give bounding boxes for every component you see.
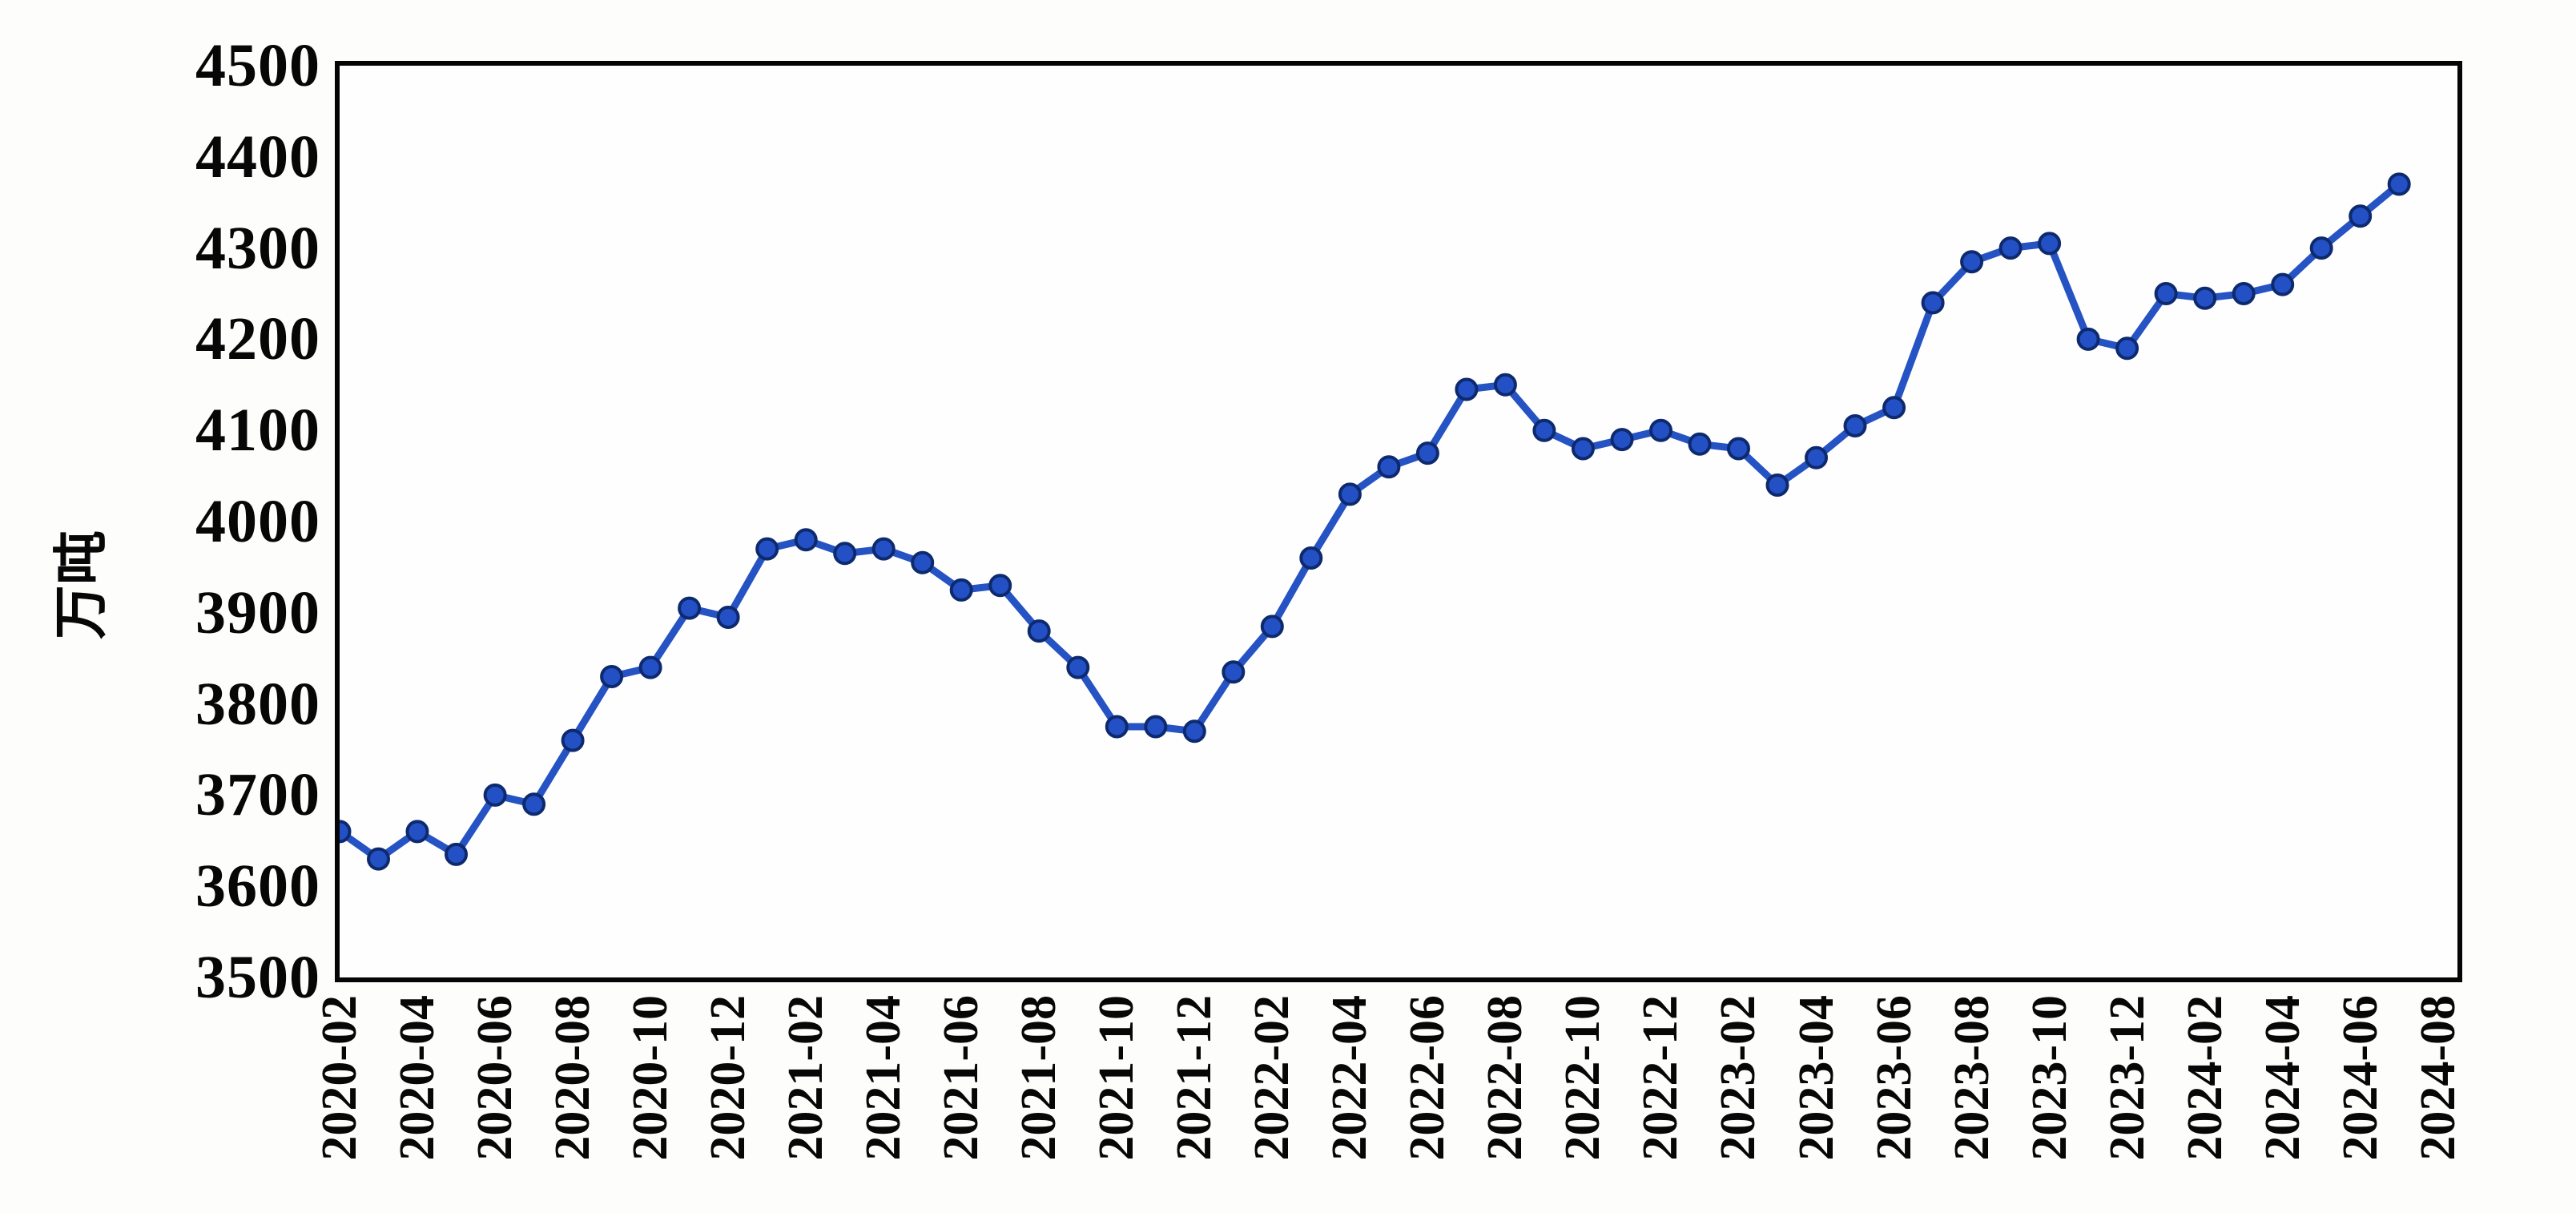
plot-area xyxy=(335,61,2462,982)
x-tick-label: 2023-12 xyxy=(2099,995,2155,1161)
data-point-marker xyxy=(1260,615,1284,639)
data-point-marker xyxy=(1066,655,1090,679)
data-point-marker xyxy=(1882,396,1906,420)
x-tick-label: 2021-10 xyxy=(1089,995,1145,1161)
y-tick-label: 4000 xyxy=(195,488,320,555)
y-tick-label: 4300 xyxy=(195,214,320,282)
x-tick-label: 2021-06 xyxy=(934,995,989,1161)
data-point-marker xyxy=(1960,250,1984,274)
y-tick-label: 3500 xyxy=(195,944,320,1011)
data-point-marker xyxy=(1182,719,1206,744)
x-tick-label: 2020-08 xyxy=(545,995,601,1161)
data-point-marker xyxy=(2115,336,2139,361)
y-tick-label: 4100 xyxy=(195,397,320,465)
x-tick-label: 2020-12 xyxy=(701,995,756,1161)
data-point-marker xyxy=(2193,286,2217,310)
y-tick-label: 4500 xyxy=(195,32,320,99)
chart-plot-svg xyxy=(340,172,2411,871)
data-point-marker xyxy=(638,655,662,679)
data-point-marker xyxy=(2271,272,2295,296)
data-point-marker xyxy=(2387,172,2411,196)
x-tick-label: 2024-06 xyxy=(2332,995,2388,1161)
data-point-marker xyxy=(1688,432,1712,456)
x-tick-label: 2021-04 xyxy=(856,995,912,1161)
data-point-marker xyxy=(1610,428,1634,452)
data-line xyxy=(340,180,2403,863)
data-point-marker xyxy=(1727,437,1750,461)
y-tick-label: 3600 xyxy=(195,852,320,921)
x-tick-label: 2023-06 xyxy=(1866,995,1922,1161)
y-tick-label: 3800 xyxy=(195,670,320,738)
data-point-marker xyxy=(522,792,546,816)
data-point-marker xyxy=(1493,373,1517,397)
x-tick-label: 2022-04 xyxy=(1322,995,1378,1161)
data-point-marker xyxy=(561,728,585,752)
data-point-marker xyxy=(1027,619,1051,643)
x-tick-label: 2022-06 xyxy=(1400,995,1455,1161)
data-point-marker xyxy=(340,820,352,844)
data-point-marker xyxy=(911,550,935,574)
data-point-marker xyxy=(1299,546,1323,570)
data-point-marker xyxy=(1144,715,1168,739)
data-point-marker xyxy=(755,537,779,561)
data-point-marker xyxy=(794,528,818,552)
y-tick-label: 4200 xyxy=(195,305,320,373)
data-point-marker xyxy=(2154,282,2178,305)
data-point-marker xyxy=(405,820,429,844)
x-tick-label: 2022-10 xyxy=(1556,995,1611,1161)
x-tick-label: 2022-08 xyxy=(1478,995,1533,1161)
x-tick-label: 2024-02 xyxy=(2177,995,2232,1161)
data-point-marker xyxy=(600,665,624,688)
data-point-marker xyxy=(871,537,896,561)
x-tick-label: 2023-08 xyxy=(1944,995,1999,1161)
x-tick-label: 2024-08 xyxy=(2410,995,2465,1161)
x-tick-label: 2020-06 xyxy=(468,995,523,1161)
data-point-marker xyxy=(1455,377,1479,401)
data-point-marker xyxy=(1222,660,1246,684)
x-tick-label: 2021-02 xyxy=(779,995,834,1161)
x-tick-label: 2022-12 xyxy=(1633,995,1688,1161)
data-point-marker xyxy=(1649,418,1672,442)
data-point-marker xyxy=(1805,445,1828,469)
x-tick-label: 2023-10 xyxy=(2022,995,2077,1161)
data-point-marker xyxy=(2349,204,2373,228)
data-point-marker xyxy=(833,542,857,566)
data-point-marker xyxy=(1377,455,1401,479)
data-point-marker xyxy=(445,842,468,866)
data-point-marker xyxy=(678,596,702,620)
data-point-marker xyxy=(988,574,1012,598)
y-tick-label: 3900 xyxy=(195,578,320,647)
data-point-marker xyxy=(1338,482,1362,506)
x-tick-label: 2021-08 xyxy=(1012,995,1067,1161)
data-point-marker xyxy=(2038,232,2062,256)
x-tick-label: 2024-04 xyxy=(2255,995,2310,1161)
data-point-marker xyxy=(2076,327,2100,351)
data-point-marker xyxy=(1765,474,1789,497)
x-tick-label: 2022-02 xyxy=(1245,995,1300,1161)
x-tick-label: 2023-04 xyxy=(1789,995,1844,1161)
data-point-marker xyxy=(949,578,973,602)
y-tick-label: 4400 xyxy=(195,123,320,191)
data-point-marker xyxy=(1843,414,1867,437)
x-tick-label: 2021-12 xyxy=(1167,995,1222,1161)
data-point-marker xyxy=(1571,437,1595,461)
data-point-marker xyxy=(483,783,507,807)
x-tick-label: 2020-10 xyxy=(623,995,678,1161)
data-point-marker xyxy=(1532,418,1556,442)
y-tick-label: 3700 xyxy=(195,761,320,829)
data-point-marker xyxy=(1921,291,1945,315)
data-point-marker xyxy=(1415,441,1439,465)
data-point-marker xyxy=(716,606,740,629)
data-point-marker xyxy=(1998,236,2023,260)
data-point-marker xyxy=(1105,715,1129,739)
x-tick-label: 2023-02 xyxy=(1711,995,1766,1161)
data-point-marker xyxy=(2232,282,2256,305)
data-point-marker xyxy=(2309,236,2333,260)
x-tick-label: 2020-04 xyxy=(390,995,445,1161)
x-tick-label: 2020-02 xyxy=(312,995,367,1161)
data-point-marker xyxy=(367,847,390,871)
